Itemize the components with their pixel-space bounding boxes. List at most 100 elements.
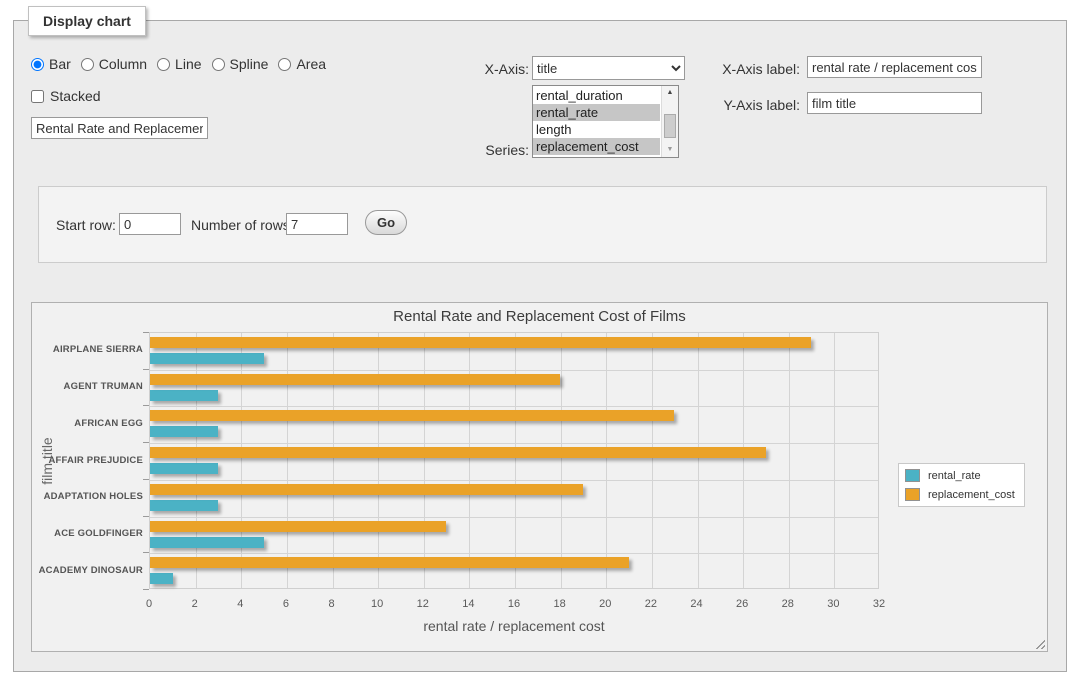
go-button[interactable]: Go — [365, 210, 407, 235]
legend-entry-replacement_cost: replacement_cost — [905, 488, 1015, 501]
x-tick-label: 0 — [146, 598, 152, 610]
legend-entry-rental_rate: rental_rate — [905, 469, 1015, 482]
resize-grip-icon[interactable] — [1033, 637, 1045, 649]
gridline-vertical — [698, 333, 699, 588]
start-row-label: Start row: — [56, 217, 116, 233]
gridline-vertical — [378, 333, 379, 588]
bar-rental_rate-affair-prejudice — [150, 463, 218, 474]
scroll-up-icon[interactable]: ▲ — [662, 86, 678, 100]
x-tick-label: 4 — [237, 598, 243, 610]
chart-type-option-column[interactable]: Column — [81, 56, 147, 72]
x-axis-label-input[interactable] — [807, 56, 982, 78]
x-tick-label: 18 — [554, 598, 566, 610]
chart-type-radio-bar[interactable] — [31, 58, 44, 71]
chart-type-option-line[interactable]: Line — [157, 56, 201, 72]
series-option-rental_duration[interactable]: rental_duration — [533, 87, 660, 104]
gridline-vertical — [333, 333, 334, 588]
category-label: ACE GOLDFINGER — [32, 528, 143, 539]
gridline-vertical — [652, 333, 653, 588]
x-tick-label: 2 — [192, 598, 198, 610]
x-tick-label: 22 — [645, 598, 657, 610]
bar-replacement_cost-adaptation-holes — [150, 484, 583, 495]
gridline-vertical — [515, 333, 516, 588]
x-axis-title: rental rate / replacement cost — [149, 618, 879, 634]
chart-type-radio-area[interactable] — [278, 58, 291, 71]
x-tick-label: 16 — [508, 598, 520, 610]
display-chart-panel: Display chart BarColumnLineSplineArea St… — [13, 20, 1067, 672]
chart-type-option-spline[interactable]: Spline — [212, 56, 269, 72]
series-listbox-items: rental_durationrental_ratelengthreplacem… — [533, 87, 660, 155]
chart-type-option-bar[interactable]: Bar — [31, 56, 71, 72]
number-of-rows-label: Number of rows: — [191, 217, 294, 233]
plot-area — [149, 332, 879, 589]
y-axis-tickmark — [143, 589, 149, 590]
bar-replacement_cost-agent-truman — [150, 374, 560, 385]
bar-replacement_cost-ace-goldfinger — [150, 521, 446, 532]
y-axis-tickmark — [143, 442, 149, 443]
y-axis-tickmark — [143, 369, 149, 370]
series-field-label: Series: — [444, 142, 529, 158]
gridline-vertical — [287, 333, 288, 588]
category-label: ACADEMY DINOSAUR — [32, 565, 143, 576]
series-listbox-scrollbar[interactable]: ▲ ▼ — [661, 86, 678, 157]
y-axis-tickmark — [143, 552, 149, 553]
category-label: AGENT TRUMAN — [32, 381, 143, 392]
gridline-horizontal — [150, 517, 878, 518]
gridline-horizontal — [150, 443, 878, 444]
bar-rental_rate-ace-goldfinger — [150, 537, 264, 548]
legend-label: replacement_cost — [928, 489, 1015, 501]
chart-type-option-area[interactable]: Area — [278, 56, 326, 72]
chart-type-option-label: Area — [296, 56, 326, 72]
series-option-length[interactable]: length — [533, 121, 660, 138]
y-axis-tickmark — [143, 479, 149, 480]
chart-type-radio-spline[interactable] — [212, 58, 225, 71]
y-axis-tickmark — [143, 516, 149, 517]
panel-legend: Display chart — [28, 6, 146, 36]
bar-replacement_cost-academy-dinosaur — [150, 557, 629, 568]
bar-rental_rate-academy-dinosaur — [150, 573, 173, 584]
bar-replacement_cost-affair-prejudice — [150, 447, 766, 458]
scroll-down-icon[interactable]: ▼ — [662, 143, 678, 157]
chart-type-option-label: Spline — [230, 56, 269, 72]
gridline-vertical — [834, 333, 835, 588]
category-label: AIRPLANE SIERRA — [32, 344, 143, 355]
bar-rental_rate-african-egg — [150, 426, 218, 437]
x-tick-label: 32 — [873, 598, 885, 610]
bar-rental_rate-adaptation-holes — [150, 500, 218, 511]
gridline-vertical — [743, 333, 744, 588]
x-axis-label-field-label: X-Axis label: — [704, 61, 800, 77]
chart-type-radio-column[interactable] — [81, 58, 94, 71]
row-range-toolbar: Start row: Number of rows: Go — [38, 186, 1047, 263]
x-tick-label: 28 — [782, 598, 794, 610]
bar-rental_rate-airplane-sierra — [150, 353, 264, 364]
x-tick-label: 10 — [371, 598, 383, 610]
y-axis-label-input[interactable] — [807, 92, 982, 114]
chart-type-option-label: Line — [175, 56, 201, 72]
series-option-replacement_cost[interactable]: replacement_cost — [533, 138, 660, 155]
number-of-rows-input[interactable] — [286, 213, 348, 235]
x-tick-label: 30 — [827, 598, 839, 610]
chart-container: Rental Rate and Replacement Cost of Film… — [31, 302, 1048, 652]
gridline-vertical — [561, 333, 562, 588]
y-axis-tickmark — [143, 405, 149, 406]
gridline-horizontal — [150, 480, 878, 481]
x-tick-label: 8 — [328, 598, 334, 610]
scrollbar-thumb[interactable] — [664, 114, 676, 138]
stacked-checkbox-row[interactable]: Stacked — [31, 88, 101, 104]
x-axis-select[interactable]: title — [532, 56, 685, 80]
legend-label: rental_rate — [928, 470, 981, 482]
series-listbox[interactable]: rental_durationrental_ratelengthreplacem… — [532, 85, 679, 158]
gridline-vertical — [469, 333, 470, 588]
start-row-input[interactable] — [119, 213, 181, 235]
x-tick-label: 20 — [599, 598, 611, 610]
bar-replacement_cost-airplane-sierra — [150, 337, 811, 348]
gridline-vertical — [789, 333, 790, 588]
x-tick-label: 26 — [736, 598, 748, 610]
chart-title: Rental Rate and Replacement Cost of Film… — [32, 308, 1047, 325]
chart-type-radio-line[interactable] — [157, 58, 170, 71]
bar-replacement_cost-african-egg — [150, 410, 674, 421]
gridline-horizontal — [150, 370, 878, 371]
chart-title-input[interactable] — [31, 117, 208, 139]
series-option-rental_rate[interactable]: rental_rate — [533, 104, 660, 121]
stacked-checkbox[interactable] — [31, 90, 44, 103]
